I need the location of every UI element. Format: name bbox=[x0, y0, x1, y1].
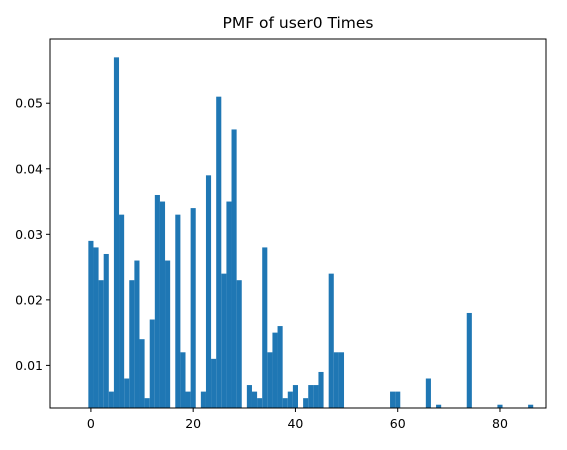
bar bbox=[436, 404, 442, 408]
bar bbox=[129, 280, 135, 408]
x-axis: 0 20 40 60 80 bbox=[87, 408, 508, 431]
bar bbox=[395, 391, 401, 408]
y-tick-label: 0.02 bbox=[15, 292, 43, 307]
bar bbox=[338, 352, 345, 408]
bar bbox=[497, 404, 503, 408]
x-tick-label: 20 bbox=[185, 416, 201, 431]
bar bbox=[303, 398, 309, 408]
bar bbox=[134, 260, 140, 408]
bar bbox=[292, 385, 298, 408]
bar bbox=[528, 404, 534, 408]
bar bbox=[165, 260, 171, 408]
bar bbox=[236, 280, 242, 408]
bar bbox=[154, 194, 160, 408]
bar bbox=[144, 398, 150, 408]
y-tick-label: 0.05 bbox=[15, 96, 43, 111]
bar bbox=[318, 371, 324, 408]
bar bbox=[333, 352, 339, 408]
bar bbox=[93, 247, 99, 408]
bar bbox=[124, 378, 130, 408]
bar bbox=[159, 201, 166, 408]
bar bbox=[328, 273, 334, 408]
bar-group bbox=[88, 57, 534, 409]
bar bbox=[211, 358, 217, 408]
bar bbox=[282, 398, 288, 408]
bar bbox=[308, 385, 314, 408]
bar bbox=[139, 339, 145, 408]
bar bbox=[262, 247, 268, 408]
bar bbox=[390, 391, 396, 408]
plot-frame bbox=[49, 38, 547, 409]
x-tick-label: 80 bbox=[492, 416, 508, 431]
bar bbox=[108, 391, 114, 408]
bar bbox=[466, 312, 472, 408]
bar bbox=[216, 96, 222, 409]
bar bbox=[88, 240, 94, 408]
bar bbox=[246, 385, 252, 408]
bar bbox=[251, 391, 258, 408]
bar bbox=[175, 214, 181, 408]
bar bbox=[149, 319, 155, 408]
bar bbox=[277, 326, 283, 408]
x-tick-label: 40 bbox=[287, 416, 303, 431]
bar bbox=[221, 273, 227, 408]
bar bbox=[267, 352, 273, 408]
y-axis: 0.01 0.02 0.03 0.04 0.05 bbox=[15, 96, 50, 373]
bar bbox=[313, 385, 319, 408]
bar bbox=[226, 201, 232, 408]
bar bbox=[257, 398, 263, 408]
y-tick-label: 0.04 bbox=[15, 161, 43, 176]
bar bbox=[190, 208, 196, 408]
y-tick-label: 0.03 bbox=[15, 227, 43, 242]
bar bbox=[425, 378, 431, 408]
bar bbox=[272, 332, 278, 408]
bar bbox=[180, 352, 186, 408]
bar bbox=[200, 391, 206, 408]
bar bbox=[113, 57, 120, 409]
bar bbox=[185, 391, 191, 408]
bar bbox=[103, 253, 109, 408]
x-tick-label: 60 bbox=[390, 416, 406, 431]
bar bbox=[119, 214, 125, 408]
x-tick-label: 0 bbox=[87, 416, 95, 431]
chart-title: PMF of user0 Times bbox=[222, 14, 373, 32]
y-tick-label: 0.01 bbox=[15, 358, 43, 373]
bar bbox=[205, 175, 212, 408]
bar bbox=[287, 391, 293, 408]
bar bbox=[231, 129, 237, 408]
bar bbox=[98, 280, 104, 408]
